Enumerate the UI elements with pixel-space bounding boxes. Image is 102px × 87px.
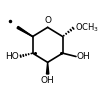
Polygon shape (17, 26, 33, 37)
Text: OCH$_3$: OCH$_3$ (75, 21, 99, 34)
Text: OH: OH (77, 52, 91, 61)
Text: HO: HO (5, 52, 18, 61)
Text: OH: OH (41, 76, 54, 85)
Text: O: O (44, 16, 51, 25)
Polygon shape (47, 62, 49, 74)
